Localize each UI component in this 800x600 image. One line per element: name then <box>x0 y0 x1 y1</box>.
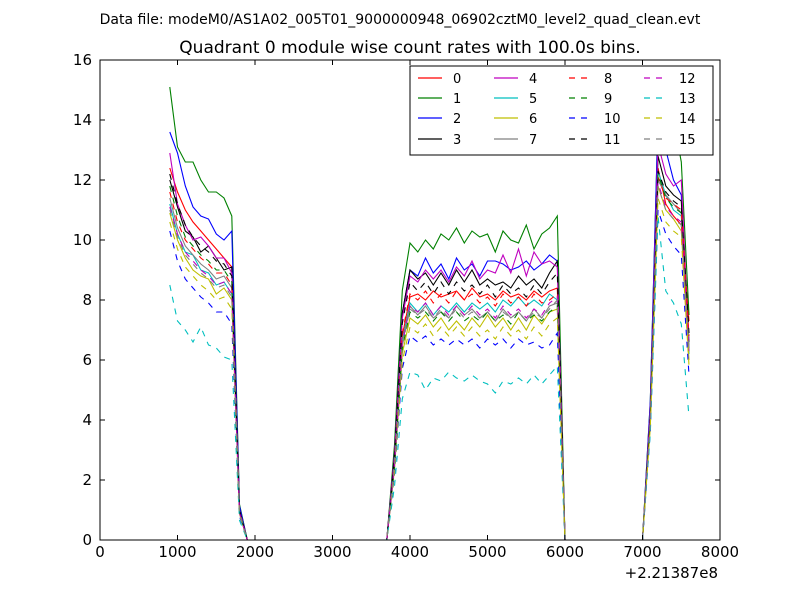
legend-label-12: 12 <box>679 72 696 87</box>
series-line-1 <box>169 86 690 540</box>
legend-label-14: 14 <box>679 112 696 127</box>
x-tick-label: 0 <box>95 543 105 561</box>
y-tick-label: 10 <box>73 231 92 249</box>
x-tick-label: 5000 <box>468 543 506 561</box>
series-line-11 <box>169 170 690 540</box>
series-lines <box>169 86 690 540</box>
legend-label-5: 5 <box>529 92 537 107</box>
legend-label-2: 2 <box>453 112 461 127</box>
legend-label-1: 1 <box>453 92 461 107</box>
series-line-13 <box>169 215 690 540</box>
series-line-6 <box>169 185 690 540</box>
y-tick-label: 16 <box>73 51 92 69</box>
x-tick-label: 8000 <box>701 543 739 561</box>
x-offset-label: +2.21387e8 <box>625 564 718 582</box>
data-file-suptitle: Data file: modeM0/AS1A02_005T01_90000009… <box>100 12 701 28</box>
legend-label-10: 10 <box>604 112 621 127</box>
y-tick-label: 12 <box>73 171 92 189</box>
chart-title: Quadrant 0 module wise count rates with … <box>179 38 640 58</box>
series-line-3 <box>169 155 690 540</box>
series-line-7 <box>169 177 690 540</box>
x-tick-label: 4000 <box>391 543 429 561</box>
legend-label-6: 6 <box>529 112 537 127</box>
x-tick-label: 2000 <box>236 543 274 561</box>
legend-label-15: 15 <box>679 133 696 148</box>
y-tick-label: 4 <box>82 411 92 429</box>
x-tick-label: 6000 <box>546 543 584 561</box>
x-tick-label: 1000 <box>158 543 196 561</box>
series-line-5 <box>169 170 690 540</box>
y-tick-label: 8 <box>82 291 92 309</box>
legend-box <box>409 65 714 156</box>
series-line-0 <box>169 167 690 540</box>
series-line-4 <box>169 143 690 540</box>
y-tick-label: 0 <box>82 531 92 549</box>
legend-label-3: 3 <box>453 133 461 148</box>
legend-label-0: 0 <box>453 72 461 87</box>
legend-label-13: 13 <box>679 92 696 107</box>
series-line-15 <box>169 185 690 540</box>
legend-label-8: 8 <box>604 72 612 87</box>
axis-ticks: 0 1000 2000 3000 4000 5000 6000 7000 80000246810… <box>73 51 739 561</box>
legend-label-7: 7 <box>529 133 537 148</box>
y-tick-label: 2 <box>82 471 92 489</box>
series-line-2 <box>169 119 690 540</box>
legend-label-9: 9 <box>604 92 612 107</box>
x-tick-label: 7000 <box>623 543 661 561</box>
x-tick-label: 3000 <box>313 543 351 561</box>
y-tick-label: 6 <box>82 351 92 369</box>
legend-label-4: 4 <box>529 72 537 87</box>
y-tick-label: 14 <box>73 111 92 129</box>
legend-label-11: 11 <box>604 133 621 148</box>
